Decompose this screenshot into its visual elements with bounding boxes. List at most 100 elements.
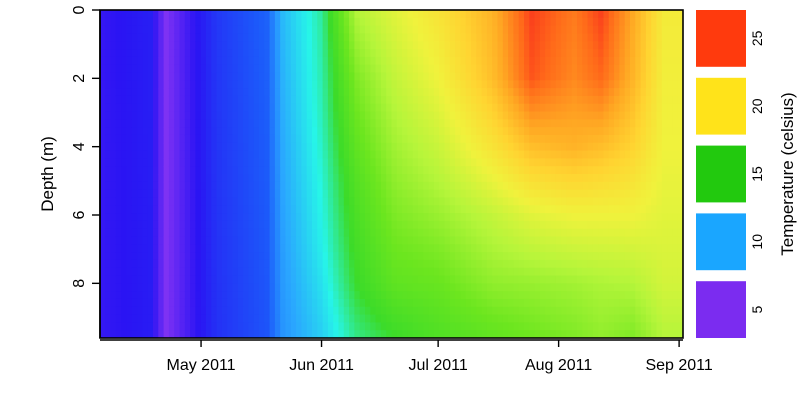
contour-cell (635, 127, 642, 136)
contour-cell (168, 267, 175, 277)
contour-cell (200, 205, 207, 214)
contour-cell (550, 174, 557, 183)
contour-cell (534, 95, 541, 105)
contour-cell (640, 189, 647, 199)
contour-cell (153, 267, 159, 277)
contour-cell (206, 72, 212, 81)
contour-cell (105, 142, 112, 152)
contour-cell (126, 228, 133, 238)
contour-cell (486, 174, 493, 183)
contour-cell (375, 306, 382, 316)
contour-cell (624, 205, 631, 214)
contour-cell (518, 56, 525, 66)
contour-cell (380, 306, 387, 316)
contour-cell (322, 220, 329, 230)
contour-cell (524, 244, 530, 253)
contour-cell (418, 142, 424, 152)
contour-cell (651, 314, 658, 323)
contour-cell (370, 220, 377, 230)
contour-cell (174, 25, 181, 35)
contour-cell (243, 119, 249, 128)
contour-cell (110, 205, 117, 214)
contour-cell (274, 56, 281, 66)
contour-cell (672, 213, 679, 222)
contour-cell (566, 181, 573, 191)
contour-cell (423, 283, 430, 292)
contour-cell (598, 252, 605, 261)
contour-cell (153, 33, 159, 42)
contour-cell (227, 142, 234, 152)
contour-cell (513, 25, 520, 35)
contour-cell (248, 283, 255, 292)
contour-cell (672, 244, 679, 253)
contour-cell (243, 72, 249, 81)
contour-cell (444, 80, 451, 89)
contour-cell (354, 103, 361, 113)
contour-cell (301, 259, 308, 269)
contour-cell (110, 95, 117, 105)
contour-cell (640, 174, 647, 183)
contour-cell (571, 205, 578, 214)
contour-cell (455, 17, 461, 27)
contour-cell (248, 119, 255, 128)
contour-cell (423, 134, 430, 144)
contour-cell (587, 220, 594, 230)
contour-cell (142, 127, 149, 136)
contour-cell (312, 166, 318, 175)
contour-cell (508, 25, 514, 35)
contour-cell (412, 330, 419, 338)
contour-cell (110, 134, 117, 144)
contour-cell (327, 181, 334, 191)
contour-cell (534, 322, 541, 331)
contour-cell (137, 244, 143, 253)
contour-cell (115, 88, 122, 97)
contour-cell (243, 236, 249, 245)
contour-cell (306, 25, 313, 35)
contour-cell (264, 166, 271, 175)
contour-cell (619, 119, 626, 128)
contour-cell (243, 33, 249, 42)
contour-cell (471, 41, 477, 50)
contour-cell (248, 322, 255, 331)
contour-cell (656, 127, 663, 136)
contour-cell (179, 322, 186, 331)
contour-cell (312, 220, 318, 230)
contour-cell (545, 283, 552, 292)
contour-cell (439, 228, 446, 238)
contour-cell (338, 283, 345, 292)
contour-cell (550, 88, 557, 97)
contour-cell (635, 17, 642, 27)
contour-cell (412, 244, 419, 253)
contour-cell (386, 80, 393, 89)
contour-cell (407, 189, 414, 199)
contour-cell (677, 158, 683, 167)
contour-cell (306, 205, 313, 214)
contour-cell (301, 10, 308, 19)
contour-cell (465, 197, 472, 206)
contour-cell (460, 298, 467, 308)
contour-cell (513, 150, 520, 159)
contour-cell (550, 291, 557, 300)
contour-cell (306, 119, 313, 128)
contour-cell (561, 142, 567, 152)
contour-cell (486, 17, 493, 27)
contour-cell (147, 228, 154, 238)
contour-cell (158, 119, 165, 128)
contour-cell (476, 142, 483, 152)
contour-cell (131, 150, 138, 159)
contour-cell (444, 259, 451, 269)
contour-cell (206, 189, 212, 199)
contour-cell (131, 220, 138, 230)
contour-cell (608, 197, 615, 206)
contour-cell (608, 150, 615, 159)
contour-cell (359, 80, 366, 89)
contour-cell (232, 142, 239, 152)
contour-cell (174, 134, 181, 144)
contour-cell (619, 158, 626, 167)
contour-cell (195, 252, 202, 261)
contour-cell (391, 88, 398, 97)
contour-cell (550, 228, 557, 238)
contour-cell (418, 298, 424, 308)
contour-cell (460, 314, 467, 323)
contour-cell (343, 275, 350, 284)
